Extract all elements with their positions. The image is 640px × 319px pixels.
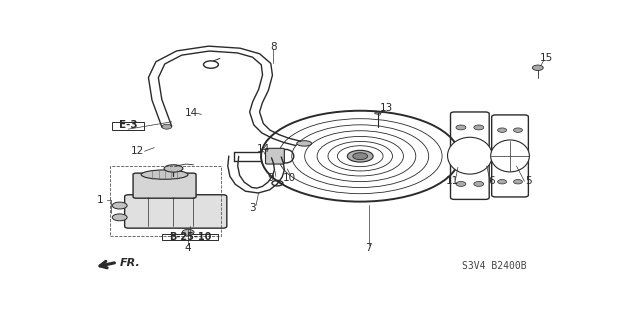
Text: 14: 14	[257, 144, 270, 154]
Circle shape	[498, 180, 507, 184]
FancyBboxPatch shape	[266, 148, 284, 164]
Ellipse shape	[112, 214, 127, 221]
Text: 15: 15	[540, 53, 553, 63]
Text: B-25-10: B-25-10	[169, 232, 211, 242]
Text: 11: 11	[445, 176, 459, 186]
Circle shape	[456, 182, 466, 186]
Circle shape	[532, 65, 543, 70]
Circle shape	[162, 124, 172, 129]
Circle shape	[182, 229, 194, 235]
Text: FR.: FR.	[120, 258, 140, 268]
Ellipse shape	[353, 153, 367, 160]
Ellipse shape	[491, 140, 529, 172]
Text: 1: 1	[97, 196, 103, 205]
Circle shape	[474, 182, 484, 186]
Text: 12: 12	[131, 146, 143, 156]
Circle shape	[474, 125, 484, 130]
Ellipse shape	[374, 112, 381, 114]
Circle shape	[456, 125, 466, 130]
Text: 6: 6	[488, 176, 495, 186]
Ellipse shape	[164, 165, 183, 172]
Bar	[110, 166, 221, 236]
Ellipse shape	[112, 202, 127, 209]
Text: 13: 13	[380, 103, 393, 113]
Text: 14: 14	[185, 108, 198, 118]
Text: 8: 8	[270, 42, 276, 52]
Text: 3: 3	[250, 203, 256, 213]
Circle shape	[513, 180, 522, 184]
Text: 7: 7	[365, 242, 372, 253]
Ellipse shape	[297, 141, 312, 146]
Ellipse shape	[348, 150, 373, 162]
Text: E-3: E-3	[119, 121, 138, 130]
Text: 5: 5	[525, 176, 532, 186]
Text: 9: 9	[268, 173, 275, 183]
Circle shape	[513, 128, 522, 132]
Text: S3V4 B2400B: S3V4 B2400B	[462, 261, 527, 271]
Ellipse shape	[447, 137, 492, 174]
Text: 4: 4	[185, 242, 191, 253]
Circle shape	[498, 128, 507, 132]
Ellipse shape	[141, 170, 188, 179]
FancyBboxPatch shape	[125, 195, 227, 228]
Text: 10: 10	[283, 173, 296, 183]
FancyBboxPatch shape	[133, 173, 196, 198]
